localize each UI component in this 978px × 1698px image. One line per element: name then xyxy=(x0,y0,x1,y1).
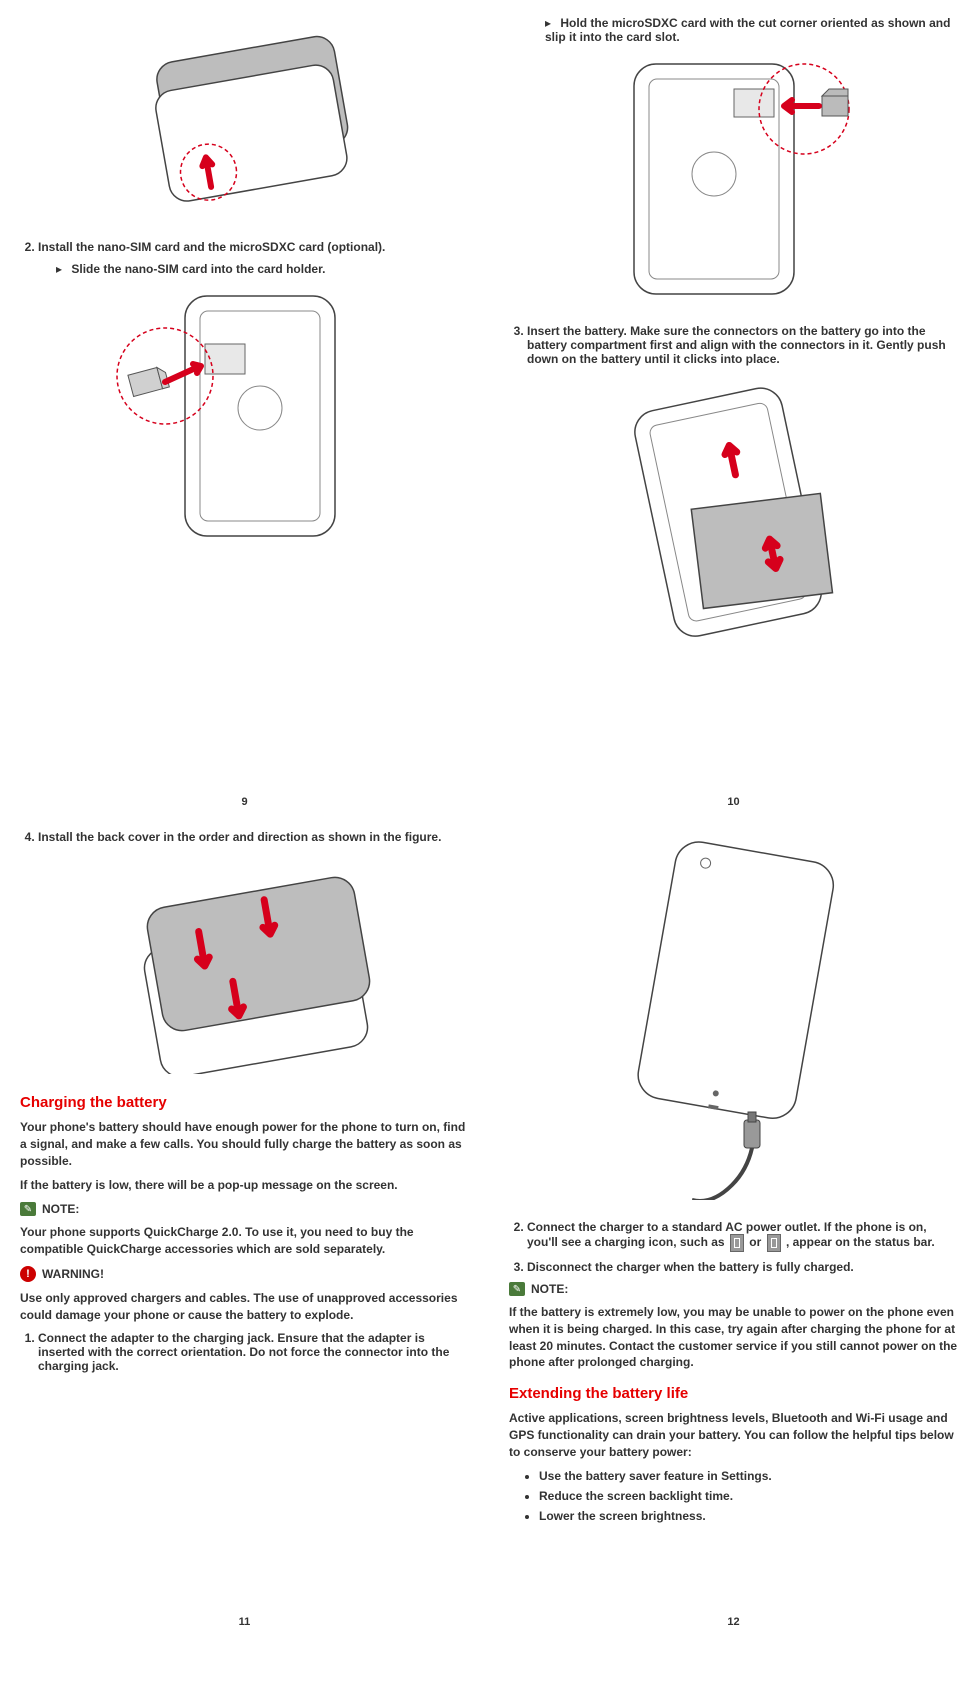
charge-step-1: Connect the adapter to the charging jack… xyxy=(38,1331,469,1373)
illustration-sim-insert xyxy=(105,286,385,546)
ordered-steps: Install the nano-SIM card and the microS… xyxy=(20,240,469,254)
charge-step-3-text: Disconnect the charger when the battery … xyxy=(527,1260,854,1274)
tip-item: Lower the screen brightness. xyxy=(539,1509,958,1523)
warning-label: WARNING! xyxy=(42,1267,104,1281)
tips-list: Use the battery saver feature in Setting… xyxy=(509,1469,958,1523)
page-number: 9 xyxy=(0,796,489,808)
sub-bullet-sim: ▸ Slide the nano-SIM card into the card … xyxy=(20,262,469,276)
tip-item: Use the battery saver feature in Setting… xyxy=(539,1469,958,1483)
page-10: ▸ Hold the microSDXC card with the cut c… xyxy=(489,0,978,820)
page-number: 12 xyxy=(489,1616,978,1628)
page-11: Install the back cover in the order and … xyxy=(0,820,489,1640)
page-12: Connect the charger to a standard AC pow… xyxy=(489,820,978,1640)
step-2: Install the nano-SIM card and the microS… xyxy=(38,240,469,254)
note-icon: ✎ xyxy=(20,1202,36,1216)
charging-para-1: Your phone's battery should have enough … xyxy=(20,1119,469,1169)
charging-para-2: If the battery is low, there will be a p… xyxy=(20,1177,469,1194)
triangle-bullet-icon: ▸ xyxy=(56,262,62,276)
illustration-sd-insert xyxy=(584,54,884,304)
extend-para: Active applications, screen brightness l… xyxy=(509,1410,958,1460)
note-para: Your phone supports QuickCharge 2.0. To … xyxy=(20,1224,469,1258)
step-3: Insert the battery. Make sure the connec… xyxy=(527,324,958,366)
tip-item: Reduce the screen backlight time. xyxy=(539,1489,958,1503)
ordered-steps: Install the back cover in the order and … xyxy=(20,830,469,844)
page-number: 11 xyxy=(0,1616,489,1628)
charge-step-3: Disconnect the charger when the battery … xyxy=(527,1260,958,1274)
illustration-charging xyxy=(584,840,884,1200)
step-2-text: Install the nano-SIM card and the microS… xyxy=(38,240,385,254)
note-label: NOTE: xyxy=(531,1282,568,1296)
page-number: 10 xyxy=(489,796,978,808)
battery-charging-icon xyxy=(730,1234,744,1252)
sub-bullet-text: Hold the microSDXC card with the cut cor… xyxy=(545,16,950,44)
page-9: Install the nano-SIM card and the microS… xyxy=(0,0,489,820)
warning-para: Use only approved chargers and cables. T… xyxy=(20,1290,469,1324)
note-label: NOTE: xyxy=(42,1202,79,1216)
step-4-text: Install the back cover in the order and … xyxy=(38,830,441,844)
heading-extend: Extending the battery life xyxy=(509,1385,958,1402)
charge-steps-cont: Connect the charger to a standard AC pow… xyxy=(509,1220,958,1274)
charge-step-2-text-b: or xyxy=(749,1235,764,1249)
warning-icon: ! xyxy=(20,1266,36,1282)
ordered-steps: Insert the battery. Make sure the connec… xyxy=(509,324,958,366)
charge-step-2: Connect the charger to a standard AC pow… xyxy=(527,1220,958,1252)
note-row: ✎ NOTE: xyxy=(20,1202,469,1216)
note-row: ✎ NOTE: xyxy=(509,1282,958,1296)
illustration-install-cover xyxy=(95,854,395,1074)
step-3-text: Insert the battery. Make sure the connec… xyxy=(527,324,946,366)
charge-step-1-text: Connect the adapter to the charging jack… xyxy=(38,1331,449,1373)
sub-bullet-sd: ▸ Hold the microSDXC card with the cut c… xyxy=(509,16,958,44)
warning-row: ! WARNING! xyxy=(20,1266,469,1282)
heading-charging: Charging the battery xyxy=(20,1094,469,1111)
note-para: If the battery is extremely low, you may… xyxy=(509,1304,958,1371)
triangle-bullet-icon: ▸ xyxy=(545,16,551,30)
charge-steps: Connect the adapter to the charging jack… xyxy=(20,1331,469,1373)
battery-charging-alt-icon xyxy=(767,1234,781,1252)
sub-bullet-text: Slide the nano-SIM card into the card ho… xyxy=(71,262,325,276)
step-4: Install the back cover in the order and … xyxy=(38,830,469,844)
illustration-battery-insert xyxy=(594,376,874,656)
illustration-remove-cover xyxy=(115,20,375,220)
note-icon: ✎ xyxy=(509,1282,525,1296)
charge-step-2-text-c: , appear on the status bar. xyxy=(786,1235,935,1249)
